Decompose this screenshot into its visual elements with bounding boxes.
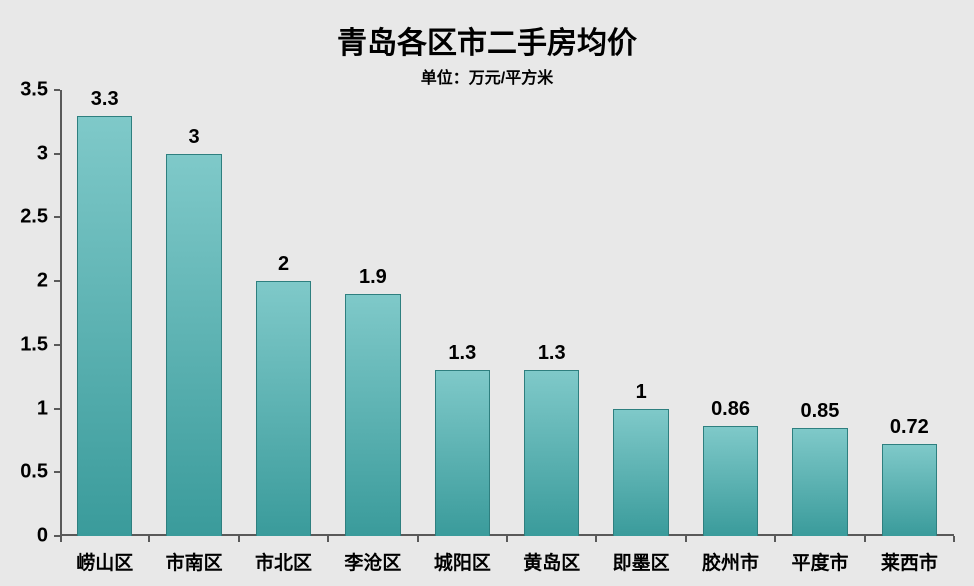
y-tick-label: 3.5: [20, 79, 60, 102]
x-tick-label: 黄岛区: [523, 536, 580, 575]
x-tick-mark: [953, 536, 955, 542]
x-tick-label: 胶州市: [702, 536, 759, 575]
bar-value-label: 1.3: [538, 342, 566, 371]
x-tick-label: 市南区: [166, 536, 223, 575]
bar: 1.3: [524, 370, 579, 536]
bar-value-label: 1.9: [359, 266, 387, 295]
bar: 0.86: [703, 426, 758, 536]
y-tick-label: 0.5: [20, 461, 60, 484]
bar-value-label: 1.3: [448, 342, 476, 371]
bar-slot: 3市南区: [149, 90, 238, 536]
x-tick-mark: [774, 536, 776, 542]
x-tick-mark: [327, 536, 329, 542]
bar: 3: [166, 154, 221, 536]
plot-area: 00.511.522.533.5 3.3崂山区3市南区2市北区1.9李沧区1.3…: [60, 90, 954, 536]
bar-slot: 1.3城阳区: [418, 90, 507, 536]
x-tick-label: 莱西市: [881, 536, 938, 575]
bar: 3.3: [77, 116, 132, 537]
bar-value-label: 0.86: [711, 398, 750, 427]
bar: 1.3: [435, 370, 490, 536]
x-tick-label: 城阳区: [434, 536, 491, 575]
x-tick-label: 崂山区: [76, 536, 133, 575]
bar-value-label: 0.85: [800, 400, 839, 429]
x-tick-mark: [506, 536, 508, 542]
chart-subtitle: 单位：万元/平方米: [0, 64, 974, 88]
bar-slot: 3.3崂山区: [60, 90, 149, 536]
x-tick-mark: [60, 536, 62, 542]
bar-value-label: 3.3: [91, 88, 119, 117]
bar: 0.72: [882, 444, 937, 536]
x-tick-mark: [417, 536, 419, 542]
x-tick-mark: [238, 536, 240, 542]
bar-value-label: 3: [189, 126, 200, 155]
x-tick-mark: [685, 536, 687, 542]
x-tick-label: 平度市: [791, 536, 848, 575]
bar-slot: 2市北区: [239, 90, 328, 536]
x-tick-mark: [595, 536, 597, 542]
y-tick-label: 2.5: [20, 206, 60, 229]
y-tick-label: 1.5: [20, 333, 60, 356]
x-tick-label: 李沧区: [344, 536, 401, 575]
chart-title: 青岛各区市二手房均价: [0, 0, 974, 62]
bar: 1.9: [345, 294, 400, 536]
y-tick-label: 2: [37, 270, 60, 293]
x-tick-mark: [148, 536, 150, 542]
y-tick-label: 0: [37, 525, 60, 548]
x-tick-mark: [864, 536, 866, 542]
chart-container: 青岛各区市二手房均价 单位：万元/平方米 0 0.5 1 1.5 2 2.5 3 3.5 3.…: [0, 0, 974, 586]
bar-slot: 0.85平度市: [775, 90, 864, 536]
bars-group: 3.3崂山区3市南区2市北区1.9李沧区1.3城阳区1.3黄岛区1即墨区0.86…: [60, 90, 954, 536]
bar-slot: 0.72莱西市: [865, 90, 954, 536]
bar: 1: [613, 409, 668, 536]
bar-value-label: 1: [636, 381, 647, 410]
y-tick-label: 1: [37, 397, 60, 420]
y-tick-label: 3: [37, 142, 60, 165]
bar-slot: 1即墨区: [596, 90, 685, 536]
bar-value-label: 2: [278, 253, 289, 282]
x-tick-label: 即墨区: [613, 536, 670, 575]
bar: 2: [256, 281, 311, 536]
bar-slot: 1.3黄岛区: [507, 90, 596, 536]
bar-slot: 0.86胶州市: [686, 90, 775, 536]
bar-value-label: 0.72: [890, 416, 929, 445]
bar-slot: 1.9李沧区: [328, 90, 417, 536]
bar: 0.85: [792, 428, 847, 536]
x-tick-label: 市北区: [255, 536, 312, 575]
